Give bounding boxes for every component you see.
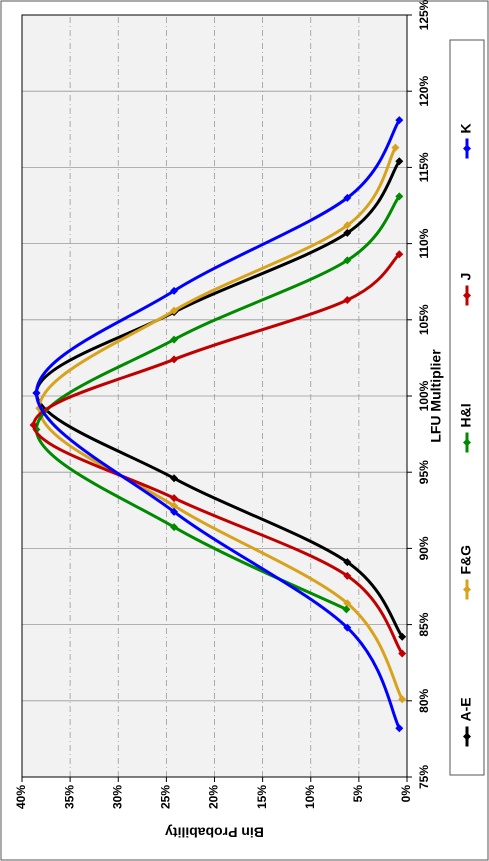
x-tick-label: 85%: [417, 612, 431, 636]
y-tick-label: 15%: [255, 785, 269, 809]
data-point: [170, 494, 179, 503]
data-point: [29, 420, 38, 429]
legend-marker: [463, 732, 471, 741]
x-tick-label: 110%: [417, 228, 431, 258]
data-point: [170, 306, 179, 315]
legend-label: F&G: [458, 545, 474, 575]
y-tick-label: 35%: [62, 785, 76, 809]
y-tick-label: 0%: [399, 785, 413, 803]
y-tick-label: 40%: [14, 785, 28, 809]
x-tick-label: 120%: [417, 76, 431, 107]
x-tick-label: 125%: [417, 0, 431, 30]
legend-label: J: [458, 273, 474, 281]
data-point: [343, 228, 352, 237]
y-tick-label: 10%: [303, 785, 317, 809]
y-tick-label: 30%: [110, 785, 124, 809]
legend-label: H&I: [458, 403, 474, 427]
data-point: [395, 192, 404, 201]
data-point: [342, 605, 351, 614]
data-point: [398, 632, 407, 641]
data-point: [170, 335, 179, 344]
y-tick-label: 5%: [351, 785, 365, 803]
x-tick-label: 105%: [417, 304, 431, 335]
data-point: [170, 507, 179, 516]
y-tick-label: 20%: [207, 785, 221, 809]
legend-label: K: [458, 123, 474, 133]
data-point: [32, 388, 41, 397]
data-point: [395, 116, 404, 125]
data-point: [170, 474, 179, 483]
y-axis-title: Bin Probability: [165, 824, 264, 840]
x-tick-label: 95%: [417, 460, 431, 484]
data-point: [170, 286, 179, 295]
legend-marker: [463, 585, 471, 594]
x-tick-label: 115%: [417, 152, 431, 182]
legend-marker: [463, 438, 471, 447]
legend-box: [449, 39, 485, 776]
data-point: [343, 221, 352, 230]
data-point: [343, 193, 352, 202]
data-point: [170, 355, 179, 364]
data-point: [395, 724, 404, 733]
legend-marker: [463, 291, 471, 300]
x-tick-label: 100%: [417, 380, 431, 411]
data-point: [170, 501, 179, 510]
data-point: [391, 143, 400, 152]
data-point: [398, 695, 407, 704]
legend-label: A-E: [458, 697, 474, 721]
x-tick-label: 75%: [417, 765, 431, 789]
y-tick-label: 25%: [159, 785, 173, 809]
data-point: [343, 256, 352, 265]
data-point: [395, 250, 404, 259]
x-tick-label: 80%: [417, 688, 431, 712]
data-point: [395, 157, 404, 166]
legend-marker: [463, 144, 471, 153]
data-point: [398, 649, 407, 658]
plot-border: [21, 14, 408, 778]
x-axis-title: LFU Multiplier: [428, 349, 444, 443]
x-tick-label: 90%: [417, 536, 431, 560]
